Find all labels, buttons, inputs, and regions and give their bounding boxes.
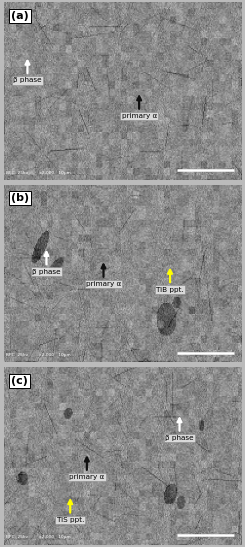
Text: primary α: primary α: [69, 457, 104, 480]
Text: BPC  25kv        x2,000   10μm: BPC 25kv x2,000 10μm: [6, 353, 71, 357]
Text: BEC  25kv        x2,000   10μm: BEC 25kv x2,000 10μm: [6, 171, 71, 175]
Text: TiS ppt.: TiS ppt.: [57, 501, 84, 523]
Text: (b): (b): [11, 194, 29, 203]
Text: (c): (c): [11, 376, 28, 386]
Text: (a): (a): [11, 11, 29, 21]
Text: β phase: β phase: [165, 418, 194, 441]
Text: β phase: β phase: [13, 61, 42, 84]
Text: BPC  25kv        x2,000   10μm: BPC 25kv x2,000 10μm: [6, 536, 71, 539]
Text: primary α: primary α: [122, 96, 157, 119]
Text: β phase: β phase: [32, 252, 61, 275]
Text: TiB ppt.: TiB ppt.: [156, 270, 184, 293]
Text: primary α: primary α: [86, 265, 121, 287]
